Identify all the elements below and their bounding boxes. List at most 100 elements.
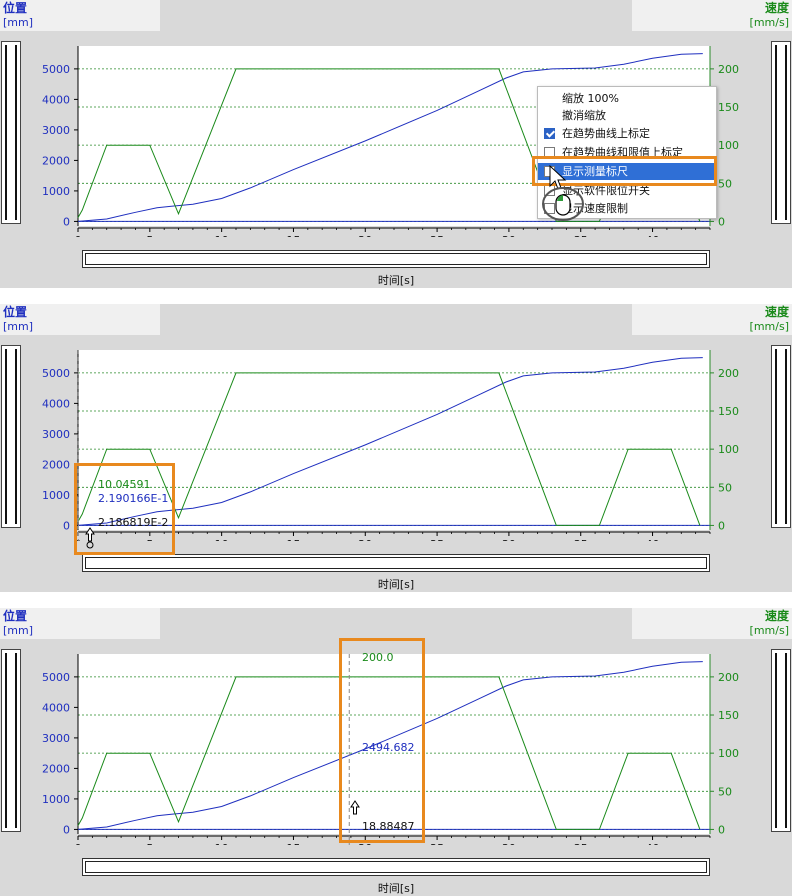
time-scrollbar[interactable] — [82, 858, 710, 876]
x-tick-label: 0 — [75, 842, 82, 845]
x-axis-label: 时间[s] — [377, 578, 415, 591]
y2-tick-label: 0 — [718, 823, 725, 836]
y-tick-label: 5000 — [42, 63, 70, 76]
speed-series-line — [77, 372, 701, 526]
y-tick-label: 2000 — [42, 458, 70, 471]
y2-axis-title: 速度 — [764, 609, 789, 623]
trend-panel-2: 位置 [mm] 速度 [mm/s] 0 5 10 15 20 25 30 35 40 0 1000 2… — [0, 304, 792, 592]
left-scrollbar[interactable] — [1, 345, 21, 528]
y-axis-label-box — [0, 608, 160, 639]
y-tick-label: 4000 — [42, 397, 70, 410]
y2-axis-unit: [mm/s] — [749, 624, 789, 637]
x-tick-label: 10 — [215, 234, 229, 237]
x-tick-label: 35 — [574, 842, 588, 845]
y2-axis-unit: [mm/s] — [749, 16, 789, 29]
menu-item-zoom-100[interactable]: 缩放 100% — [562, 92, 619, 105]
y2-tick-label: 0 — [718, 215, 725, 228]
x-tick-label: 15 — [286, 234, 300, 237]
y-tick-label: 2000 — [42, 762, 70, 775]
y-tick-label: 3000 — [42, 428, 70, 441]
x-axis-label: 时间[s] — [377, 882, 415, 895]
y-tick-label: 1000 — [42, 793, 70, 806]
y2-tick-label: 100 — [718, 443, 739, 456]
position-series-line — [77, 357, 703, 526]
x-tick-label: 5 — [146, 538, 153, 541]
measured-position: 2494.682 — [362, 741, 415, 754]
measured-time: 18.88487 — [362, 820, 415, 833]
y-tick-label: 0 — [63, 215, 70, 228]
position-series-line — [77, 53, 703, 222]
trend-chart-2[interactable]: 0510152025303540010002000300040005000050… — [28, 345, 764, 541]
x-tick-label: 10 — [215, 842, 229, 845]
menu-item-undo-zoom[interactable]: 撤消缩放 — [562, 109, 606, 122]
y2-axis-title: 速度 — [764, 305, 789, 319]
y-tick-label: 4000 — [42, 93, 70, 106]
checkbox-checked[interactable] — [544, 128, 555, 139]
right-scrollbar[interactable] — [771, 345, 791, 528]
y2-tick-label: 200 — [718, 63, 739, 76]
time-scrollbar[interactable] — [82, 250, 710, 268]
y-tick-label: 4000 — [42, 701, 70, 714]
highlight-box — [532, 156, 717, 186]
x-tick-label: 0 — [75, 234, 82, 237]
x-tick-label: 35 — [574, 538, 588, 541]
highlight-box — [339, 638, 425, 843]
measured-time: 2.186819E-2 — [98, 516, 169, 529]
x-tick-label: 40 — [646, 234, 660, 237]
right-scrollbar[interactable] — [771, 41, 791, 224]
x-tick-label: 20 — [358, 842, 372, 845]
x-tick-label: 30 — [502, 538, 516, 541]
y-axis-title: 位置 — [3, 1, 28, 15]
x-tick-label: 15 — [286, 538, 300, 541]
x-tick-label: 40 — [646, 538, 660, 541]
right-scrollbar[interactable] — [771, 649, 791, 832]
y2-axis-label-box — [632, 304, 792, 335]
y2-tick-label: 150 — [718, 709, 739, 722]
y2-axis-unit: [mm/s] — [749, 320, 789, 333]
ruler-handle-icon[interactable] — [84, 526, 96, 550]
y-axis-label-box — [0, 304, 160, 335]
trend-chart-3[interactable]: 0 5 10 15 20 25 30 35 40 0 1000 2000 3000 4000 5000 0 50… — [28, 649, 764, 845]
y-tick-label: 0 — [63, 519, 70, 532]
x-tick-label: 10 — [215, 538, 229, 541]
mouse-click-icon — [542, 164, 584, 221]
plot-area — [78, 654, 710, 834]
y-axis-title: 位置 — [3, 609, 28, 623]
measured-speed: 200.0 — [362, 651, 394, 664]
left-scrollbar[interactable] — [1, 649, 21, 832]
menu-item-scale-on-trend[interactable]: 在趋势曲线上标定 — [538, 125, 714, 142]
left-scrollbar[interactable] — [1, 41, 21, 224]
y-axis-label-box — [0, 0, 160, 31]
x-tick-label: 5 — [146, 234, 153, 237]
y2-tick-label: 100 — [718, 747, 739, 760]
y2-tick-label: 200 — [718, 671, 739, 684]
position-series-line — [77, 661, 703, 830]
y2-tick-label: 150 — [718, 405, 739, 418]
highlight-box — [74, 463, 175, 555]
x-axis-label: 时间[s] — [377, 274, 415, 287]
x-tick-label: 5 — [146, 842, 153, 845]
y2-tick-label: 50 — [718, 481, 732, 494]
context-menu: 缩放 100% 撤消缩放 在趋势曲线上标定 在趋势曲线和限值上标定 显示测量标尺… — [537, 86, 717, 219]
ruler-handle-icon[interactable] — [349, 799, 361, 823]
y2-tick-label: 100 — [718, 139, 739, 152]
y-tick-label: 0 — [63, 823, 70, 836]
y2-tick-label: 150 — [718, 101, 739, 114]
x-tick-label: 15 — [286, 842, 300, 845]
y-axis-unit: [mm] — [3, 624, 34, 637]
x-tick-label: 30 — [502, 842, 516, 845]
trend-panel-3: 位置 [mm] 速度 [mm/s] 0510152025303540010002… — [0, 608, 792, 896]
y-tick-label: 1000 — [42, 185, 70, 198]
y-axis-unit: [mm] — [3, 320, 34, 333]
y2-tick-label: 200 — [718, 367, 739, 380]
x-tick-label: 25 — [430, 234, 444, 237]
y2-tick-label: 50 — [718, 177, 732, 190]
y-tick-label: 2000 — [42, 154, 70, 167]
y-tick-label: 5000 — [42, 367, 70, 380]
y2-axis-title: 速度 — [764, 1, 789, 15]
y-tick-label: 5000 — [42, 671, 70, 684]
trend-panel-1: 位置 [mm] 速度 [mm/s] 0510152025303540010002… — [0, 0, 792, 288]
time-scrollbar[interactable] — [82, 554, 710, 572]
x-tick-label: 25 — [430, 842, 444, 845]
measured-speed: 10.04591 — [98, 478, 151, 491]
